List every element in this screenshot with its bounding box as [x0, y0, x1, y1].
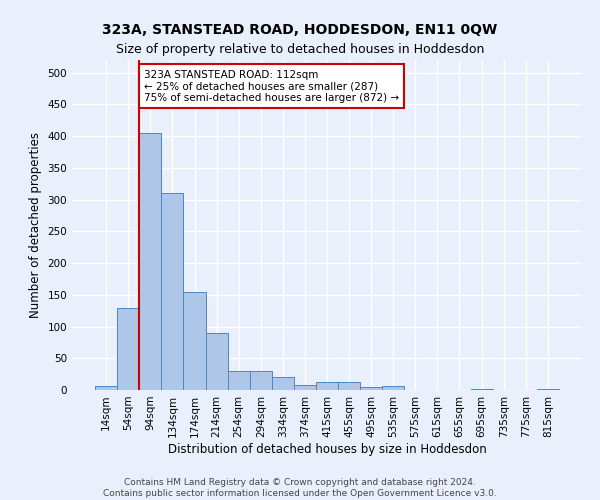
Text: 323A, STANSTEAD ROAD, HODDESDON, EN11 0QW: 323A, STANSTEAD ROAD, HODDESDON, EN11 0Q…	[103, 22, 497, 36]
X-axis label: Distribution of detached houses by size in Hoddesdon: Distribution of detached houses by size …	[167, 442, 487, 456]
Y-axis label: Number of detached properties: Number of detached properties	[29, 132, 42, 318]
Text: Size of property relative to detached houses in Hoddesdon: Size of property relative to detached ho…	[116, 42, 484, 56]
Bar	[227, 371, 250, 390]
Bar	[360, 387, 382, 390]
Bar	[117, 308, 139, 390]
Bar	[470, 388, 493, 390]
Bar	[382, 386, 404, 390]
Bar	[338, 382, 360, 390]
Bar	[95, 386, 117, 390]
Bar	[206, 333, 227, 390]
Bar	[294, 385, 316, 390]
Text: Contains HM Land Registry data © Crown copyright and database right 2024.
Contai: Contains HM Land Registry data © Crown c…	[103, 478, 497, 498]
Bar	[272, 378, 294, 390]
Text: 323A STANSTEAD ROAD: 112sqm
← 25% of detached houses are smaller (287)
75% of se: 323A STANSTEAD ROAD: 112sqm ← 25% of det…	[144, 70, 399, 102]
Bar	[537, 388, 559, 390]
Bar	[316, 382, 338, 390]
Bar	[139, 133, 161, 390]
Bar	[250, 371, 272, 390]
Bar	[161, 194, 184, 390]
Bar	[184, 292, 206, 390]
